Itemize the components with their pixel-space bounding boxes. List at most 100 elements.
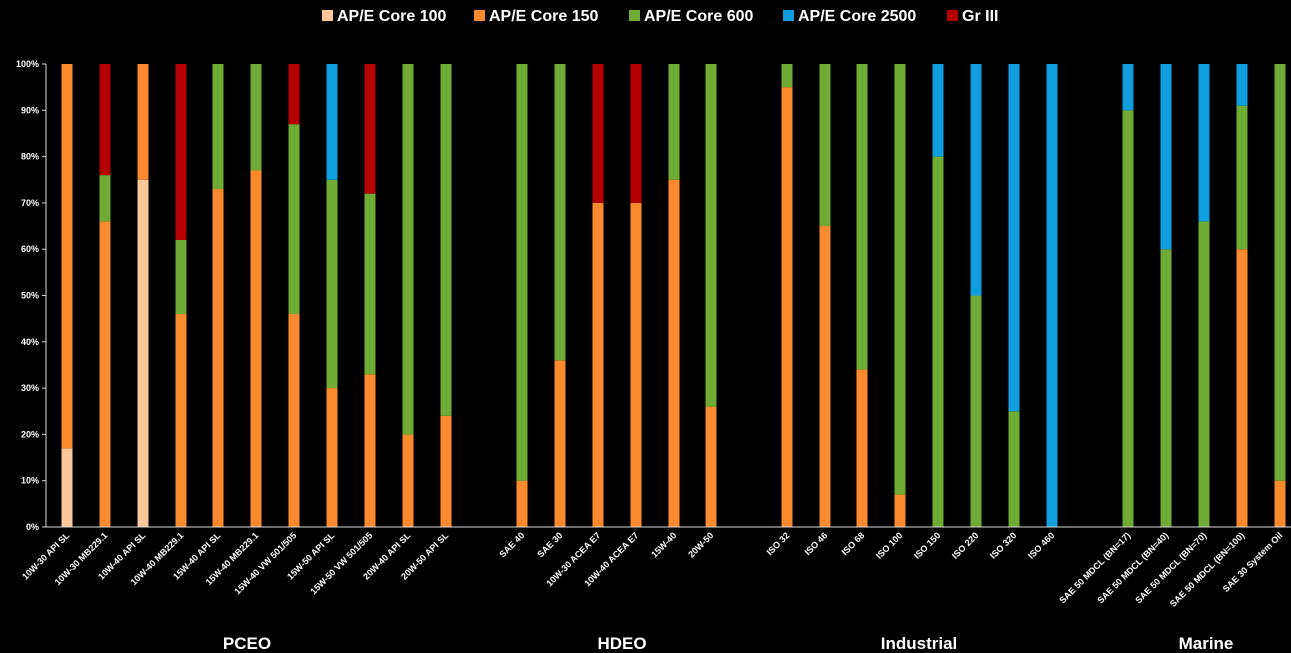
group-label: PCEO	[223, 634, 271, 653]
legend-label: AP/E Core 100	[337, 8, 446, 25]
bar-segment	[61, 448, 73, 527]
bar-segment	[288, 314, 300, 527]
y-tick-label: 90%	[21, 105, 39, 115]
bar-segment	[932, 156, 944, 527]
group-label: Marine	[1179, 634, 1234, 653]
bar-stack	[894, 64, 906, 527]
y-axis: 0% 10% 20% 30% 40% 50% 60% 70% 80% 90% 100%	[16, 59, 47, 532]
bar-segment	[819, 64, 831, 227]
bar-segment	[932, 64, 944, 157]
bar-segment	[1274, 64, 1286, 481]
x-tick-label: ISO 68	[840, 530, 867, 557]
bar-stack	[705, 64, 717, 527]
bar-segment	[554, 64, 566, 361]
bar-stack	[856, 64, 868, 527]
legend-item: AP/E Core 100	[322, 8, 446, 25]
bar-stack	[592, 64, 604, 527]
bar-segment	[440, 415, 452, 527]
x-tick-label: ISO 220	[950, 530, 980, 560]
bar-stack	[1046, 64, 1058, 527]
bar-segment	[99, 175, 111, 222]
legend-label: AP/E Core 2500	[798, 8, 916, 25]
y-tick-label: 80%	[21, 152, 39, 162]
x-tick-label: ISO 32	[765, 530, 792, 557]
bar-stack	[402, 64, 414, 527]
bar-segment	[1160, 64, 1172, 250]
x-tick-label: SAE 40	[497, 530, 526, 559]
bar-stack	[137, 64, 149, 527]
bar-segment	[592, 64, 604, 203]
bar-stack	[1122, 64, 1134, 528]
bar-segment	[175, 314, 187, 527]
bar-stack	[288, 64, 300, 527]
bar-segment	[364, 374, 376, 527]
bar-stack	[781, 64, 793, 528]
bar-segment	[326, 179, 338, 389]
bar-segment	[440, 64, 452, 416]
legend-item: AP/E Core 2500	[783, 8, 916, 25]
bar-segment	[99, 221, 111, 528]
legend-label: AP/E Core 150	[489, 8, 598, 25]
x-tick-label: ISO 460	[1026, 530, 1056, 560]
legend: AP/E Core 100 AP/E Core 150 AP/E Core 600 A…	[322, 8, 998, 25]
y-tick-label: 50%	[21, 291, 39, 301]
bar-stack	[516, 64, 528, 527]
x-tick-label: 15W-40	[649, 530, 678, 559]
bar-stack	[1198, 64, 1210, 528]
bar-segment	[970, 64, 982, 296]
bar-stack	[668, 64, 680, 527]
y-tick-label: 0%	[26, 522, 39, 532]
legend-label: Gr III	[962, 8, 998, 25]
bar-segment	[668, 179, 680, 527]
x-tick-label: 20W-50	[686, 530, 715, 559]
y-tick-label: 30%	[21, 383, 39, 393]
bar-segment	[1122, 110, 1134, 528]
legend-swatch	[629, 10, 640, 21]
legend-item: AP/E Core 600	[629, 8, 753, 25]
bar-segment	[819, 226, 831, 528]
bar-segment	[402, 64, 414, 435]
x-tick-label: SAE 50 MDCL (BN=17)	[1057, 530, 1132, 605]
x-tick-label: ISO 320	[988, 530, 1018, 560]
bar-segment	[705, 406, 717, 527]
bar-stack	[175, 64, 187, 527]
bar-segment	[1236, 105, 1248, 250]
bar-segment	[61, 64, 73, 449]
bar-segment	[402, 434, 414, 527]
bar-segment	[781, 64, 793, 88]
legend-label: AP/E Core 600	[644, 8, 753, 25]
bar-segment	[364, 64, 376, 194]
bar-segment	[1198, 64, 1210, 222]
bars	[61, 64, 1286, 528]
bar-stack	[1274, 64, 1286, 527]
bar-segment	[250, 170, 262, 528]
bar-segment	[1236, 64, 1248, 106]
bar-segment	[288, 124, 300, 315]
x-tick-label: ISO 100	[874, 530, 904, 560]
bar-segment	[175, 239, 187, 315]
bar-segment	[1160, 249, 1172, 527]
y-tick-label: 100%	[16, 59, 39, 69]
bar-stack	[61, 64, 73, 527]
y-tick-label: 10%	[21, 476, 39, 486]
bar-stack	[99, 64, 111, 528]
bar-segment	[554, 360, 566, 527]
bar-stack	[1008, 64, 1020, 527]
bar-segment	[856, 64, 868, 370]
bar-segment	[364, 193, 376, 375]
x-tick-label: ISO 46	[803, 530, 830, 557]
x-tick-label: SAE 50 MDCL (BN=70)	[1133, 530, 1208, 605]
y-tick-label: 70%	[21, 198, 39, 208]
bar-segment	[1198, 221, 1210, 528]
bar-segment	[668, 64, 680, 180]
bar-segment	[516, 480, 528, 527]
bar-stack	[554, 64, 566, 527]
bar-segment	[592, 202, 604, 527]
category-groups: PCEO HDEO Industrial Marine	[223, 634, 1233, 653]
legend-swatch	[474, 10, 485, 21]
x-tick-label: ISO 150	[912, 530, 942, 560]
legend-item: Gr III	[947, 8, 998, 25]
bar-segment	[516, 64, 528, 481]
